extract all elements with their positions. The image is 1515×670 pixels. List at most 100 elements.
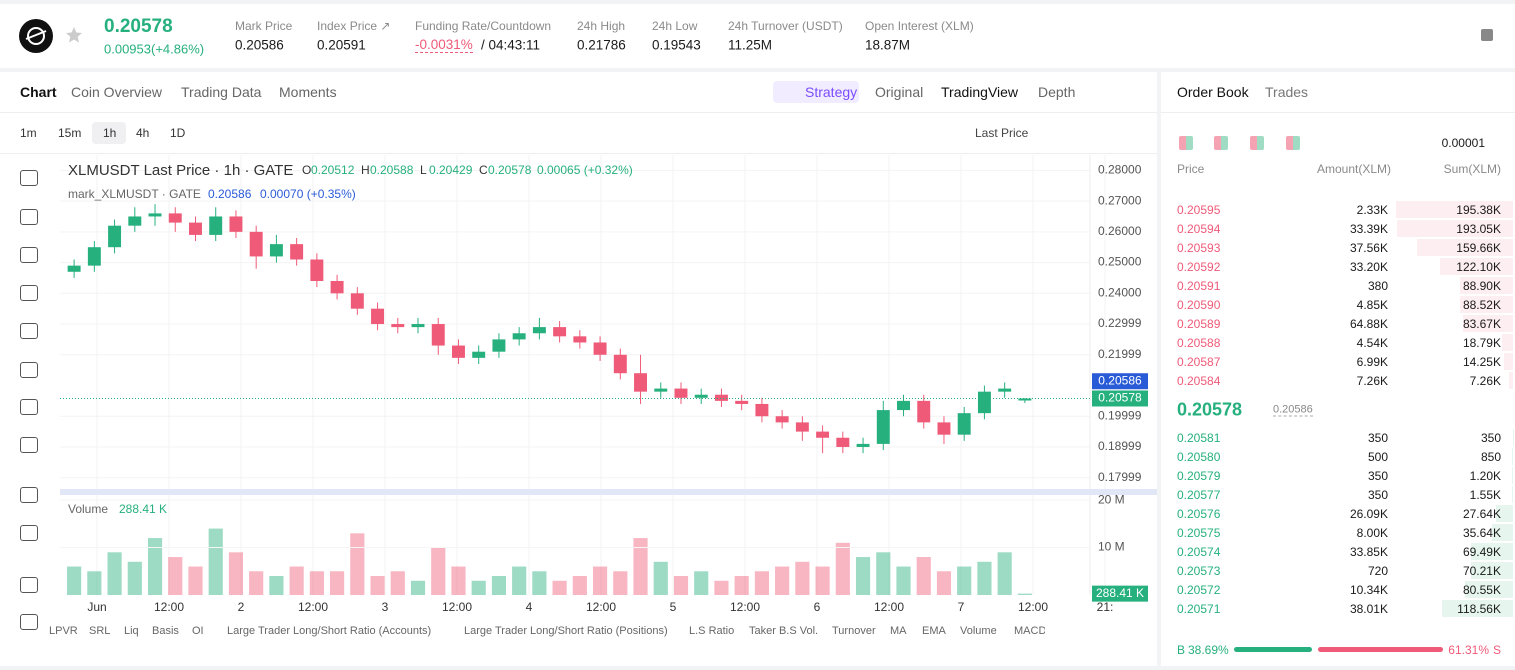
volume-bar bbox=[653, 561, 668, 595]
depth-bar bbox=[1512, 448, 1513, 465]
candle-body bbox=[654, 388, 668, 392]
book-amount: 8.00K bbox=[1356, 526, 1388, 540]
book-price[interactable]: 0.20591 bbox=[1177, 279, 1221, 293]
favorite-star[interactable] bbox=[64, 25, 84, 45]
settings-icon[interactable] bbox=[1481, 29, 1493, 41]
indicator[interactable]: EMA bbox=[922, 625, 946, 637]
interval[interactable]: 4h bbox=[136, 126, 150, 140]
tab[interactable]: Trading Data bbox=[181, 84, 262, 100]
depth-bar bbox=[1397, 220, 1513, 237]
indicator[interactable]: Large Trader Long/Short Ratio (Positions… bbox=[464, 625, 668, 637]
indicator[interactable]: Taker B.S Vol. bbox=[749, 625, 819, 637]
book-price[interactable]: 0.20584 bbox=[1177, 374, 1221, 388]
candle-body bbox=[957, 413, 971, 435]
book-price[interactable]: 0.20571 bbox=[1177, 602, 1221, 616]
book-amount: 350 bbox=[1367, 488, 1388, 502]
book-last: 0.20578 bbox=[1177, 399, 1243, 420]
indicator[interactable]: OI bbox=[192, 625, 204, 637]
volume-bar bbox=[512, 566, 527, 595]
book-price[interactable]: 0.20573 bbox=[1177, 564, 1221, 578]
interval[interactable]: 1m bbox=[20, 126, 37, 140]
volume-bar bbox=[208, 528, 223, 595]
book-price[interactable]: 0.20575 bbox=[1177, 526, 1221, 540]
tab[interactable]: Moments bbox=[279, 84, 337, 100]
book-price[interactable]: 0.20588 bbox=[1177, 336, 1221, 350]
x-tick-label: 4 bbox=[526, 600, 533, 614]
volume-bar bbox=[451, 566, 466, 595]
book-price[interactable]: 0.20595 bbox=[1177, 203, 1221, 217]
depth-bar bbox=[1464, 581, 1513, 598]
ohlc-change: 0.00065 (+0.32%) bbox=[537, 163, 633, 177]
depth-bar bbox=[1462, 315, 1513, 332]
x-tick-label: 12:00 bbox=[154, 600, 184, 614]
indicator[interactable]: SRL bbox=[89, 625, 111, 637]
view-tab[interactable]: Strategy bbox=[805, 84, 858, 100]
book-price[interactable]: 0.20593 bbox=[1177, 241, 1221, 255]
price-change: 0.00953(+4.86%) bbox=[104, 41, 205, 57]
book-price[interactable]: 0.20576 bbox=[1177, 507, 1221, 521]
indicator[interactable]: Volume bbox=[960, 625, 997, 637]
ratio-buy: 38.69% bbox=[1188, 643, 1229, 657]
indicator[interactable]: Liq bbox=[124, 625, 139, 637]
interval[interactable]: 15m bbox=[58, 126, 82, 140]
book-price[interactable]: 0.20592 bbox=[1177, 260, 1221, 274]
book-price[interactable]: 0.20574 bbox=[1177, 545, 1221, 559]
volume-bar bbox=[673, 576, 689, 595]
candle-body bbox=[371, 308, 385, 325]
book-price[interactable]: 0.20589 bbox=[1177, 317, 1221, 331]
volume-bar bbox=[694, 571, 709, 595]
book-price[interactable]: 0.20579 bbox=[1177, 469, 1221, 483]
volume-bar bbox=[370, 576, 385, 595]
ratio-sell-bar bbox=[1317, 647, 1443, 652]
divider bbox=[0, 112, 1157, 113]
tool-icon bbox=[20, 247, 38, 263]
view-tab[interactable]: TradingView bbox=[941, 84, 1019, 100]
volume-bar bbox=[855, 557, 871, 595]
indicator[interactable]: Turnover bbox=[832, 625, 876, 637]
book-price[interactable]: 0.20581 bbox=[1177, 431, 1221, 445]
indicator[interactable]: Large Trader Long/Short Ratio (Accounts) bbox=[227, 625, 432, 637]
depth-bar bbox=[1471, 543, 1513, 560]
book-amount: 380 bbox=[1367, 279, 1388, 293]
tab[interactable]: Coin Overview bbox=[71, 84, 163, 100]
candle-body bbox=[573, 336, 587, 343]
depth-bar bbox=[1439, 258, 1513, 275]
indicator[interactable]: MACD bbox=[1014, 625, 1045, 637]
candle-body bbox=[634, 373, 648, 392]
tab[interactable]: Chart bbox=[20, 84, 57, 100]
candle-body bbox=[613, 354, 627, 374]
volume-bar bbox=[633, 538, 648, 595]
indicator[interactable]: MA bbox=[890, 625, 907, 637]
book-price[interactable]: 0.20590 bbox=[1177, 298, 1221, 312]
stat-label: Mark Price bbox=[235, 19, 293, 33]
candle-body bbox=[310, 259, 324, 282]
order-book-card bbox=[1161, 72, 1515, 666]
book-price[interactable]: 0.20577 bbox=[1177, 488, 1221, 502]
book-sum: 80.55K bbox=[1462, 583, 1501, 597]
stat-extra: / 04:43:11 bbox=[481, 37, 541, 53]
book-tab[interactable]: Order Book bbox=[1177, 84, 1249, 100]
book-tab[interactable]: Trades bbox=[1265, 84, 1309, 100]
ohlc-key: C bbox=[479, 163, 488, 177]
precision[interactable]: 0.00001 bbox=[1441, 136, 1485, 150]
book-price[interactable]: 0.20572 bbox=[1177, 583, 1221, 597]
y-tick-label: 0.17999 bbox=[1098, 470, 1142, 484]
view-tab[interactable]: Original bbox=[875, 84, 924, 100]
book-price[interactable]: 0.20580 bbox=[1177, 450, 1221, 464]
view-tab[interactable]: Depth bbox=[1038, 84, 1076, 100]
book-amount: 38.01K bbox=[1349, 602, 1388, 616]
book-price[interactable]: 0.20594 bbox=[1177, 222, 1221, 236]
price-source[interactable]: Last Price bbox=[975, 126, 1029, 140]
indicator[interactable]: L.S Ratio bbox=[689, 625, 735, 637]
volume-bar bbox=[896, 566, 911, 595]
x-tick-label: 12:00 bbox=[442, 600, 472, 614]
candle-body bbox=[472, 351, 486, 358]
indicator[interactable]: Basis bbox=[152, 625, 179, 637]
volume-bar bbox=[491, 576, 507, 595]
interval[interactable]: 1h bbox=[103, 126, 117, 140]
interval[interactable]: 1D bbox=[170, 126, 186, 140]
indicator[interactable]: LPVR bbox=[49, 625, 78, 637]
book-price[interactable]: 0.20587 bbox=[1177, 355, 1221, 369]
